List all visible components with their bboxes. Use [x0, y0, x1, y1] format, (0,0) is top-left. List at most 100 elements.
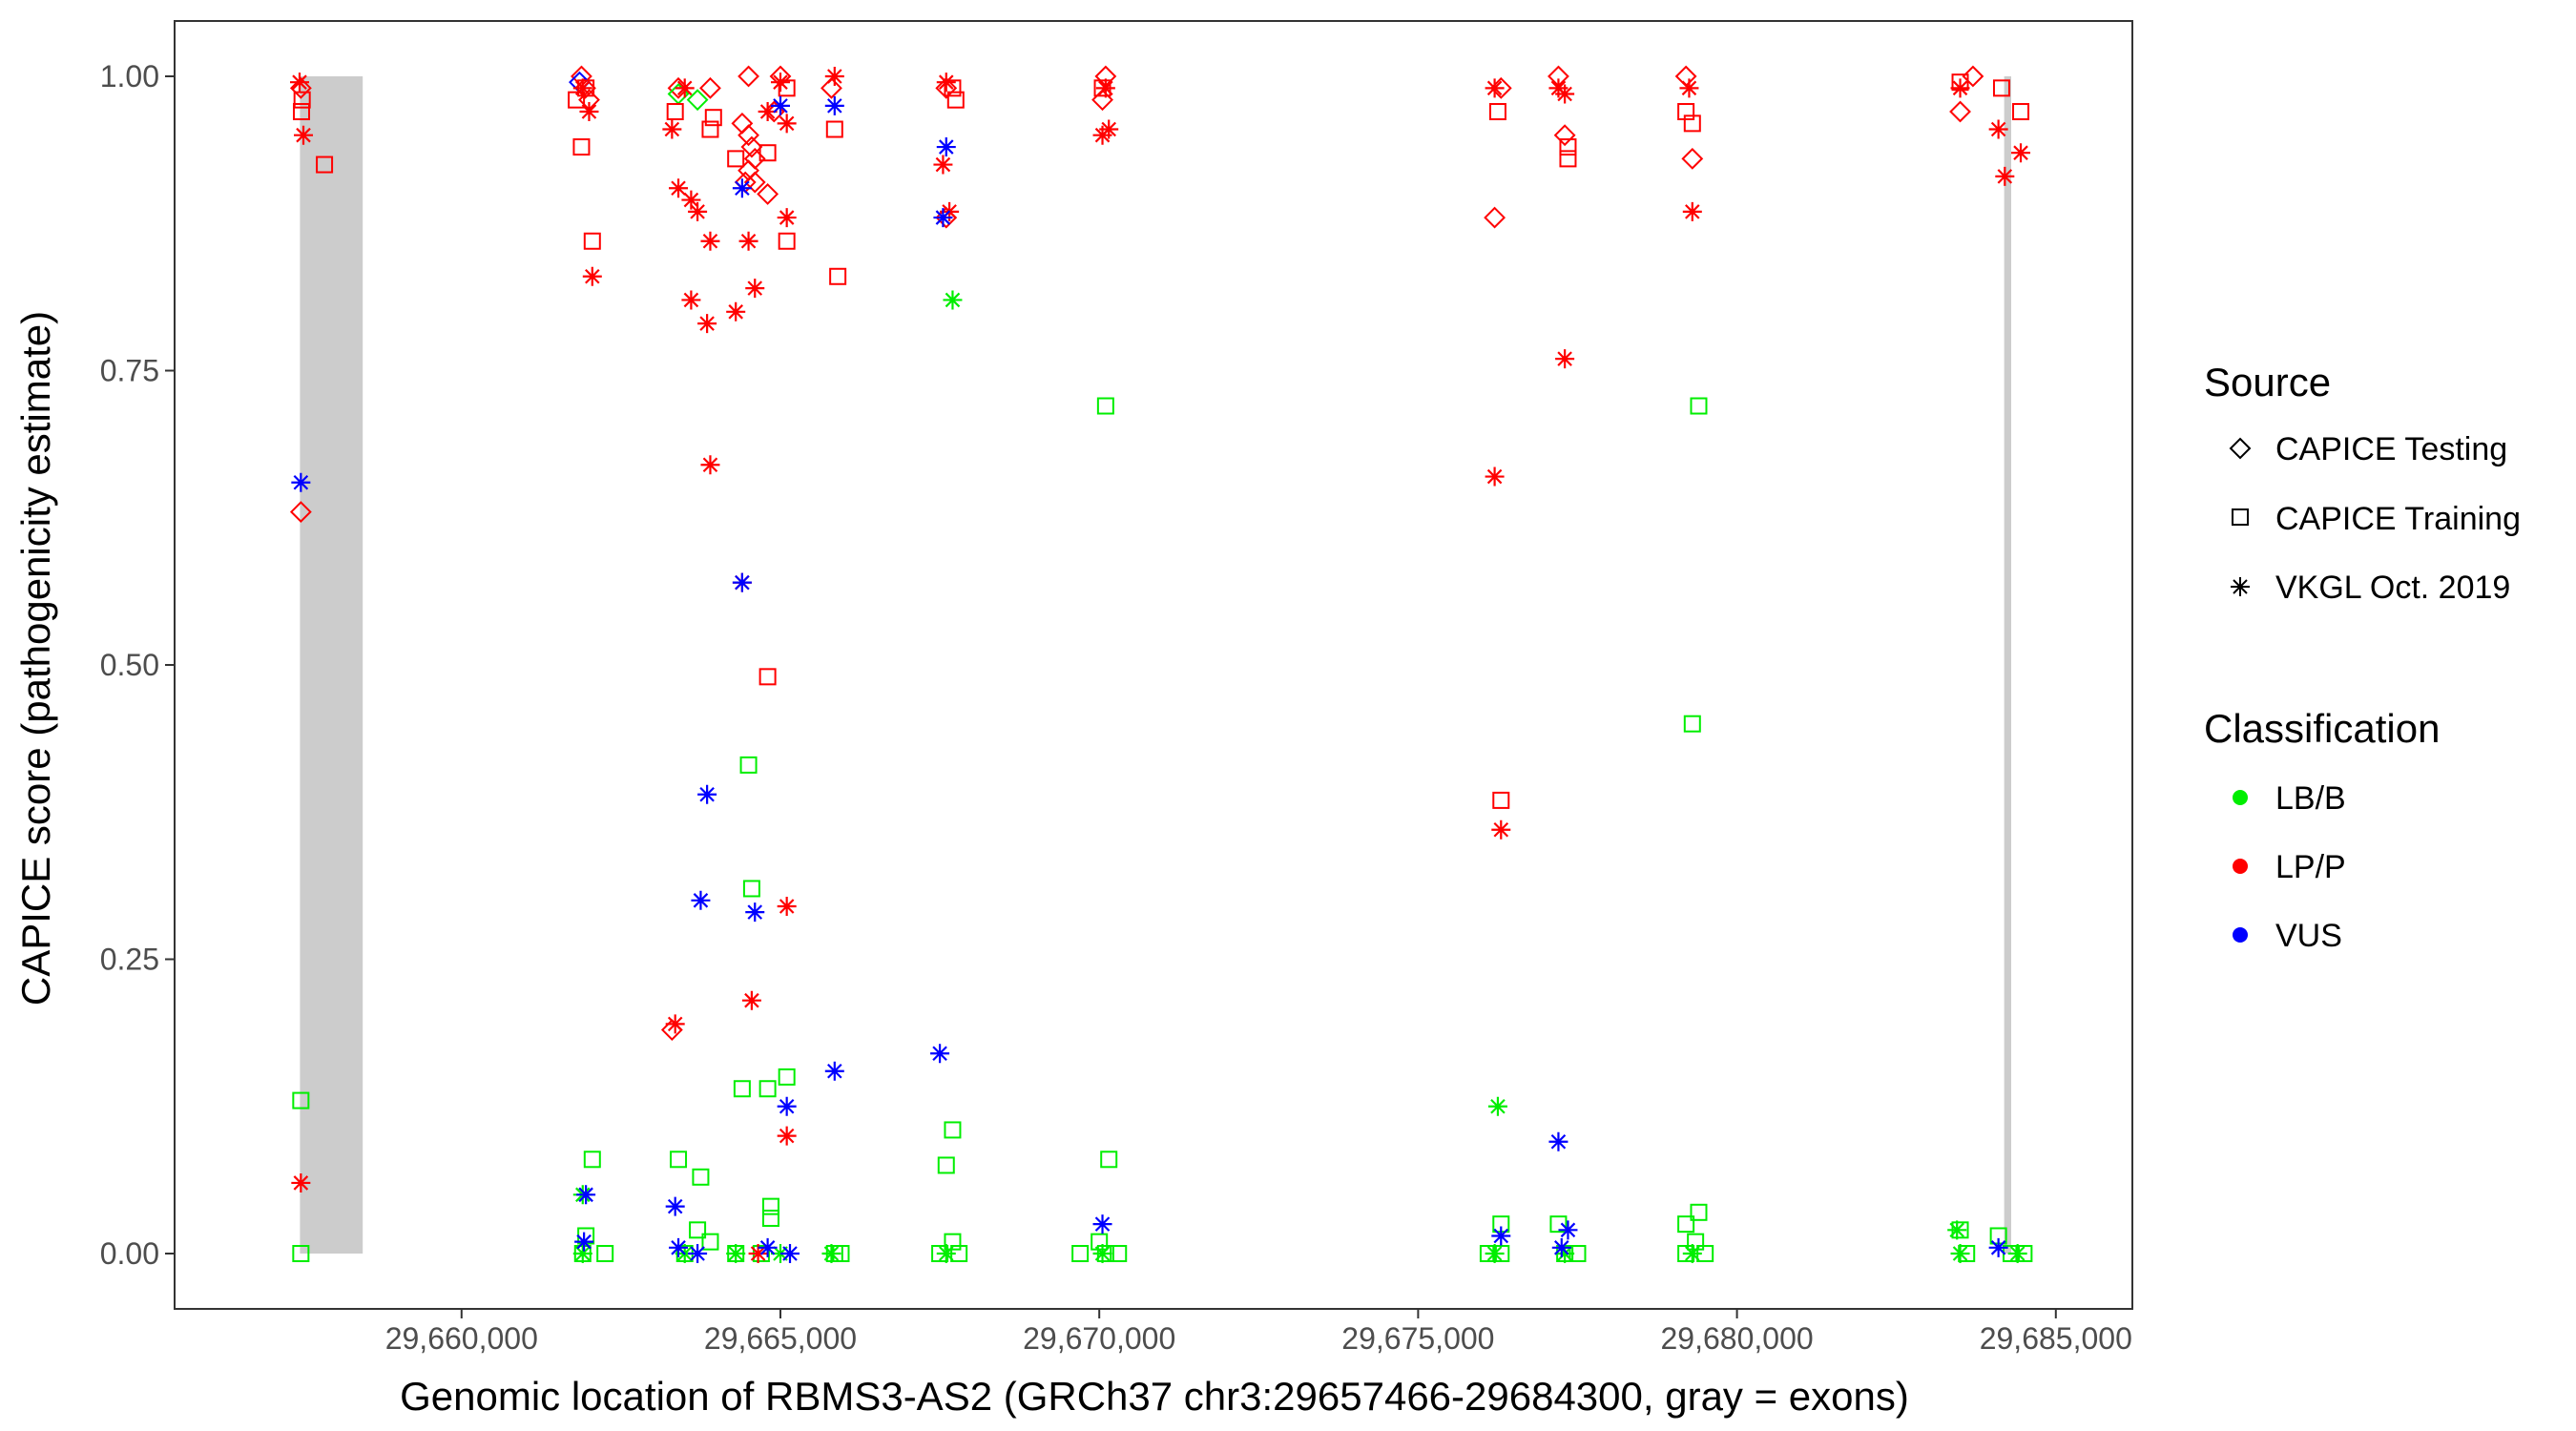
vkgl-point — [824, 95, 844, 115]
training-point — [583, 232, 601, 250]
testing-point — [289, 76, 312, 99]
vkgl-point — [1487, 1096, 1507, 1116]
x-tick-label: 29,660,000 — [385, 1321, 538, 1356]
training-point — [670, 1151, 688, 1169]
testing-point — [1962, 65, 1984, 88]
vkgl-point — [1551, 1237, 1571, 1257]
vkgl-point — [1995, 166, 2015, 186]
training-point — [292, 1245, 310, 1263]
training-point — [761, 1197, 779, 1215]
vkgl-point — [738, 231, 758, 251]
vkgl-point — [748, 1244, 768, 1263]
training-point — [572, 138, 591, 156]
training-point — [1071, 1245, 1090, 1263]
training-point — [583, 1151, 601, 1169]
vkgl-point — [780, 1244, 800, 1263]
vkgl-point — [770, 1244, 790, 1263]
vkgl-point — [1491, 1226, 1511, 1246]
training-point — [758, 144, 777, 162]
vkgl-point — [1485, 467, 1505, 487]
testing-point — [699, 76, 721, 99]
training-point — [596, 1245, 614, 1263]
training-point — [1549, 1215, 1568, 1234]
vkgl-point — [1679, 78, 1699, 98]
training-point — [829, 267, 847, 285]
y-axis-label: CAPICE score (pathogenicity estimate) — [13, 311, 58, 1006]
testing-point — [935, 76, 958, 99]
training-point — [825, 120, 843, 138]
vkgl-point — [675, 78, 695, 98]
training-point — [1992, 79, 2010, 97]
vkgl-point — [291, 1172, 311, 1192]
training-point — [1488, 103, 1506, 121]
vkgl-point — [2007, 1244, 2027, 1263]
vkgl-point — [1095, 78, 1115, 98]
vkgl-point — [700, 455, 720, 475]
y-tick-label: 0.25 — [100, 943, 159, 977]
vkgl-point — [579, 102, 599, 122]
vkgl-point — [1682, 201, 1702, 221]
testing-point — [1484, 206, 1506, 229]
legend-classification-title: Classification — [2204, 706, 2440, 751]
vkgl-point — [1548, 78, 1568, 98]
vkgl-point — [290, 73, 310, 93]
vkgl-point — [1099, 119, 1119, 139]
training-point — [1683, 715, 1701, 733]
vkgl-point — [933, 208, 953, 228]
vkgl-point — [665, 1196, 685, 1216]
training-point — [1690, 397, 1708, 415]
training-point — [701, 1233, 719, 1251]
dot-icon — [2233, 927, 2248, 943]
vkgl-point — [936, 73, 956, 93]
vkgl-point — [1988, 1237, 2008, 1257]
training-point — [689, 1221, 707, 1239]
vkgl-point — [691, 890, 711, 910]
training-point — [701, 120, 719, 138]
vkgl-point — [943, 290, 963, 310]
exon-regions — [300, 75, 2012, 1255]
vkgl-point — [688, 201, 708, 221]
testing-point — [757, 182, 779, 205]
vkgl-point — [572, 78, 592, 98]
training-point — [1096, 397, 1114, 415]
training-point — [1559, 150, 1577, 168]
testing-point — [289, 501, 312, 523]
legend-source-label: CAPICE Training — [2275, 501, 2521, 537]
vkgl-point — [758, 1237, 778, 1257]
x-tick-label: 29,685,000 — [1980, 1321, 2132, 1356]
training-point — [1677, 103, 1695, 121]
x-tick-label: 29,675,000 — [1341, 1321, 1494, 1356]
training-point — [778, 79, 796, 97]
vkgl-point — [777, 1096, 797, 1116]
testing-point — [1949, 100, 1971, 123]
training-point — [761, 1209, 779, 1227]
vkgl-point — [1558, 1220, 1578, 1240]
training-point — [293, 103, 311, 121]
legend-source-item-vkgl: VKGL Oct. 2019 — [2231, 570, 2510, 606]
training-point — [1683, 114, 1701, 133]
vkgl-point — [688, 1244, 708, 1263]
vkgl-point — [1555, 1244, 1575, 1263]
training-point — [944, 1121, 962, 1139]
exon-region — [300, 75, 364, 1255]
vkgl-point — [777, 896, 797, 916]
legend-source-item-training: CAPICE Training — [2232, 501, 2521, 537]
vkgl-point — [824, 66, 844, 86]
x-tick-label: 29,670,000 — [1023, 1321, 1175, 1356]
vkgl-point — [294, 125, 314, 145]
vkgl-point — [930, 1044, 950, 1064]
vkgl-point — [669, 178, 689, 198]
vkgl-point — [933, 155, 953, 175]
vkgl-point — [1548, 1131, 1568, 1151]
vkgl-point — [572, 1244, 592, 1263]
training-point — [1100, 1151, 1118, 1169]
training-point — [778, 232, 796, 250]
testing-point — [737, 65, 759, 88]
x-tick-label: 29,665,000 — [704, 1321, 857, 1356]
vkgl-point — [1947, 1220, 1967, 1240]
vkgl-point — [821, 1244, 841, 1263]
training-point — [937, 1156, 955, 1174]
testing-point — [1553, 124, 1576, 147]
